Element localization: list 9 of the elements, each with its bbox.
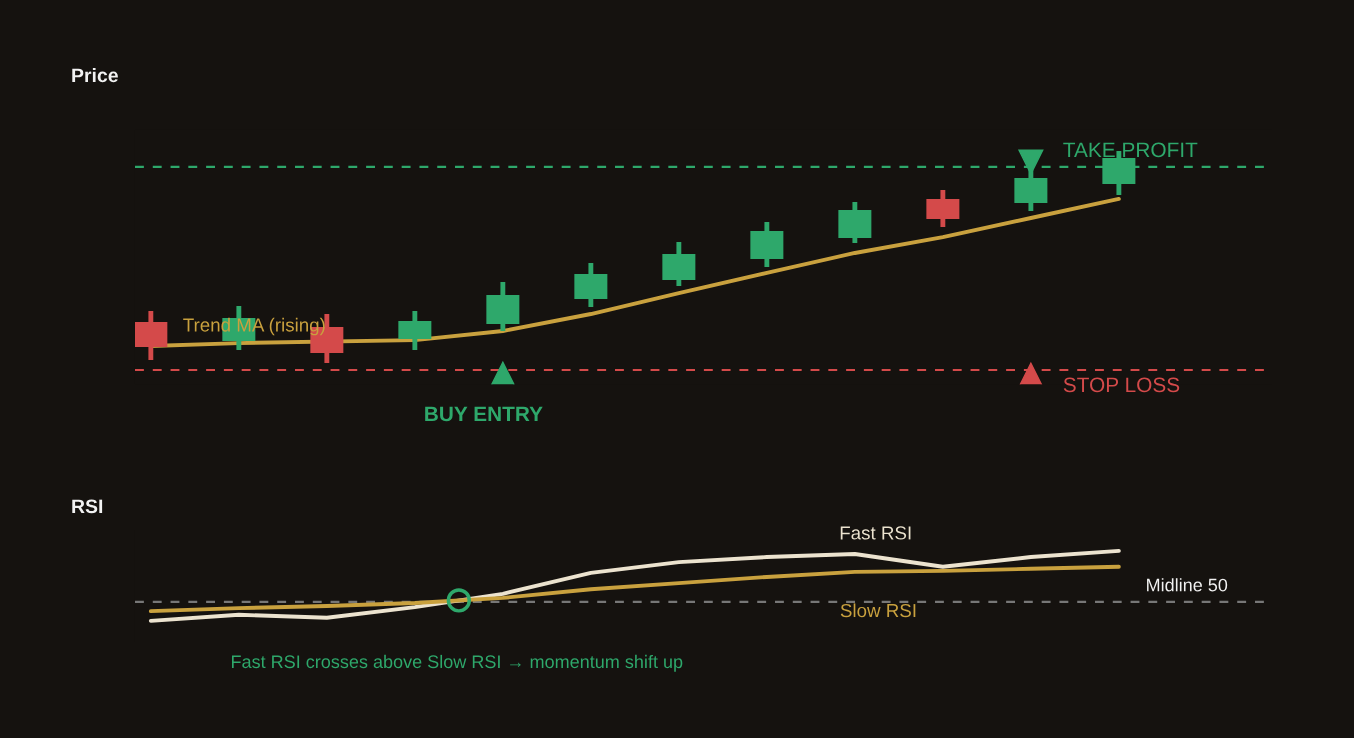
series-label: Slow RSI bbox=[840, 603, 916, 618]
series-label: BUY ENTRY bbox=[425, 406, 543, 422]
ref-line-label: Midline 50 bbox=[1147, 578, 1228, 592]
chart-title: RSI bbox=[72, 499, 103, 514]
text: Fast RSI crosses above Slow RSI → momentum shift up bbox=[231, 654, 683, 672]
chart-title: Price bbox=[72, 67, 118, 83]
ref-line-label: TAKE PROFIT bbox=[1063, 142, 1198, 158]
series-label: Fast RSI bbox=[840, 526, 911, 540]
ref-line-label: STOP LOSS bbox=[1063, 377, 1180, 393]
